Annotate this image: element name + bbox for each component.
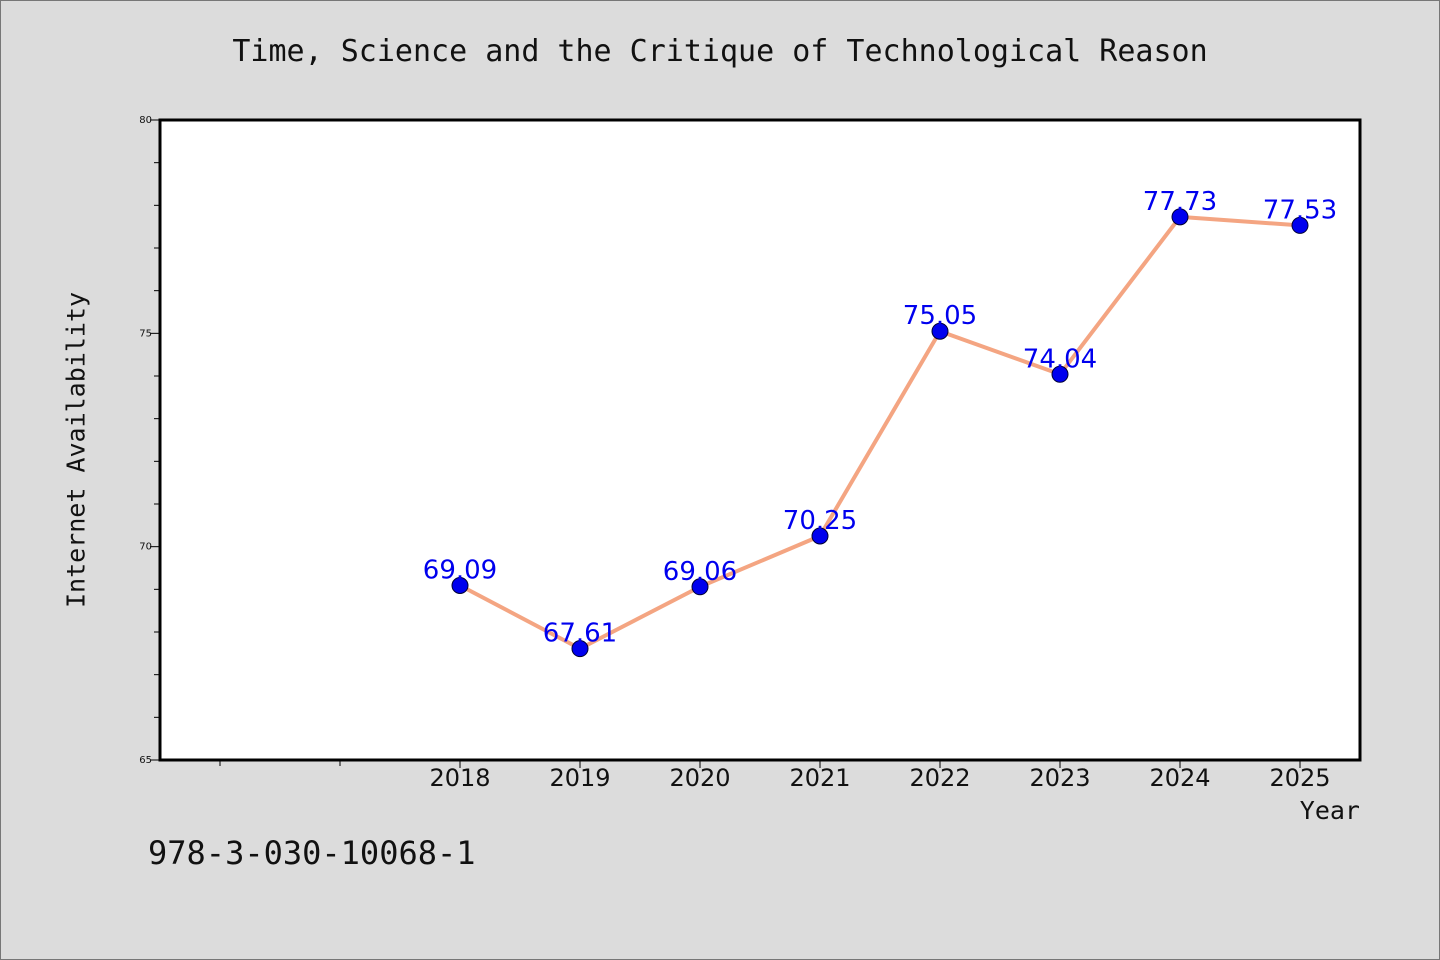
x-tick-label: 2021 [789, 764, 850, 792]
x-tick-label: 2024 [1149, 764, 1210, 792]
plot-area [158, 118, 1362, 762]
data-label: 77.53 [1263, 195, 1337, 225]
series-line [459, 214, 1301, 651]
data-label: 67.61 [543, 619, 617, 649]
y-ticks: 65 70 75 80 [139, 115, 160, 766]
y-minor-ticks [154, 162, 160, 718]
x-tick-label: 2020 [669, 764, 730, 792]
data-point [1291, 216, 1309, 234]
data-point [691, 578, 709, 596]
isbn-text: 978-3-030-10068-1 [148, 834, 476, 872]
y-tick-label: 70 [139, 542, 152, 553]
data-point [811, 527, 829, 545]
data-labels: 69.09 67.61 69.06 70.25 75.05 74.04 77.73 77.53 [423, 187, 1337, 649]
data-point [931, 322, 949, 340]
y-tick-label: 80 [139, 115, 152, 126]
data-point [1051, 365, 1069, 383]
x-tick-label: 2023 [1029, 764, 1090, 792]
x-ticks: 2018 2019 2020 2021 2022 2023 2024 2025 [429, 760, 1331, 792]
y-tick-label: 65 [139, 755, 152, 766]
x-tick-label: 2019 [549, 764, 610, 792]
data-label: 75.05 [903, 301, 977, 331]
x-tick-label: 2022 [909, 764, 970, 792]
data-markers [451, 208, 1309, 658]
y-axis-label: Internet Availability [61, 291, 91, 609]
data-label: 70.25 [783, 506, 857, 536]
x-tick-label: 2025 [1269, 764, 1330, 792]
data-label: 69.06 [663, 557, 737, 587]
data-label: 69.09 [423, 555, 497, 585]
x-axis-label: Year [1299, 796, 1360, 825]
x-minor-ticks [219, 760, 341, 766]
data-point [571, 640, 589, 658]
x-tick-label: 2018 [429, 764, 490, 792]
data-point [451, 576, 469, 594]
y-tick-label: 75 [139, 328, 152, 339]
chart-title: Time, Science and the Critique of Techno… [232, 34, 1208, 69]
data-label: 77.73 [1143, 187, 1217, 217]
data-point [1171, 208, 1189, 226]
data-label: 74.04 [1023, 344, 1097, 374]
